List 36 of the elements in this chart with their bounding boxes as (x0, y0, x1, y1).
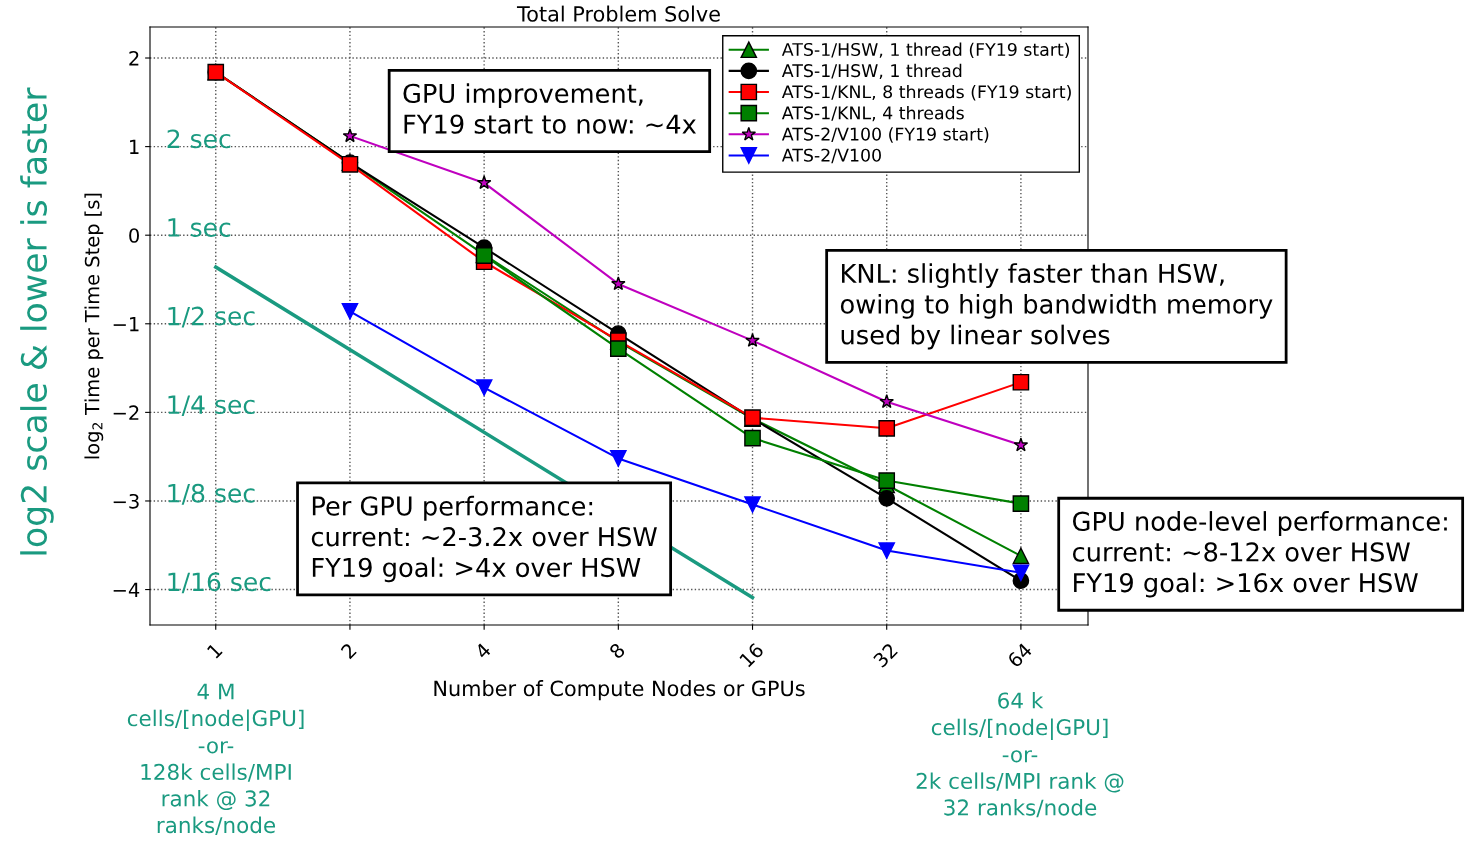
annotation: 1/4 sec (168, 395, 255, 417)
y-tick-label: −1 (113, 317, 139, 332)
annotation: KNL: slightly faster than HSW, owing to high bandwidth memory used by linear solves (840, 263, 1273, 350)
legend-label: ATS-1/KNL, 8 threads (FY19 start) (781, 84, 1071, 101)
annotation: GPU node-level performance: current: ~8-12x over HSW FY19 goal: >16x over HSW (1072, 511, 1447, 598)
y-tick-label: 2 (129, 50, 139, 66)
x-tick-label: 2 (340, 642, 357, 660)
annotation: 1 sec (168, 218, 231, 237)
chart-title: Total Problem Solve (516, 5, 720, 22)
text: 4 M cells/[node|GPU] -or- 128k cells/MPI rank @ 32 ranks/node (127, 683, 304, 835)
y-axis-title: log$_{2}$ Time per Time Step [s] (84, 193, 104, 459)
y-tick-label: −4 (113, 582, 140, 597)
x-axis-title: Number of Compute Nodes or GPUs (434, 680, 805, 701)
x-tick-label: 8 (608, 642, 626, 660)
annotation: Per GPU performance: current: ~2-3.2x over HSW FY19 goal: >4x over HSW (311, 495, 657, 583)
annotation: 1/16 sec (168, 572, 271, 594)
x-tick-label: 4 (474, 642, 492, 660)
y-tick-label: 1 (130, 139, 139, 154)
legend-label: ATS-2/V100 (FY19 start) (781, 127, 989, 143)
legend-label: ATS-2/V100 (781, 148, 881, 164)
x-tick-label: 64 (1006, 641, 1033, 669)
annotation: 1/8 sec (168, 483, 255, 505)
y-tick-label: −2 (113, 405, 139, 420)
x-tick-label: 1 (206, 642, 223, 659)
legend-label: ATS-1/HSW, 1 thread (781, 63, 962, 79)
y-tick-label: −3 (113, 493, 139, 509)
legend-label: ATS-1/KNL, 4 threads (781, 106, 964, 122)
annotation: GPU improvement, FY19 start to now: ~4x (403, 83, 696, 134)
annotation: 2 sec (167, 129, 231, 149)
x-tick-label: 16 (738, 642, 765, 668)
text: log2 scale & lower is faster (20, 87, 54, 555)
x-tick-label: 32 (872, 642, 899, 669)
legend-label: ATS-1/HSW, 1 thread (FY19 start) (781, 42, 1070, 59)
text: 64 k cells/[node|GPU] -or- 2k cells/MPI rank @ 32 ranks/node (916, 692, 1124, 818)
y-tick-label: 0 (129, 228, 139, 243)
annotation: 1/2 sec (168, 306, 255, 328)
